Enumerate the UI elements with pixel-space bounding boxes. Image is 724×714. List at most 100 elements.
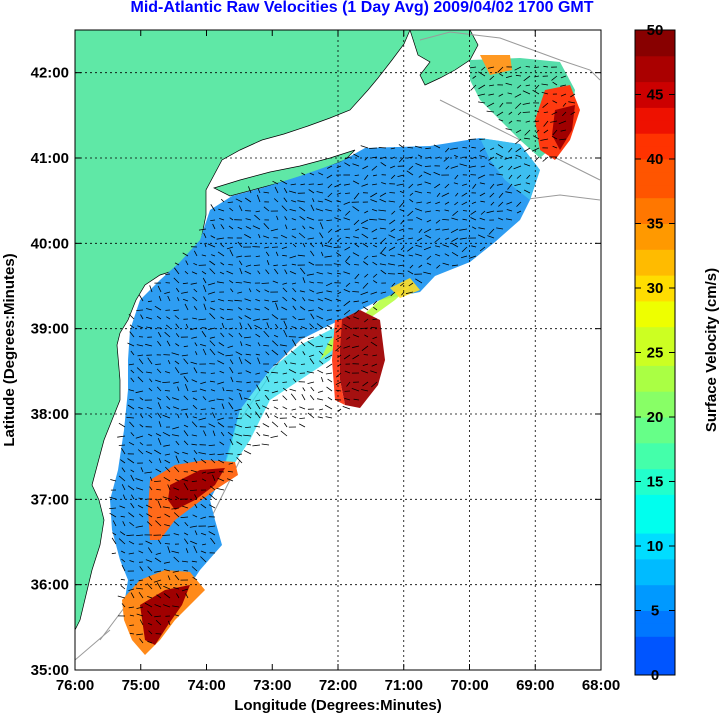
velocity-vector xyxy=(292,305,297,311)
velocity-vector xyxy=(444,253,450,257)
velocity-vector xyxy=(272,180,279,185)
velocity-vector xyxy=(202,543,207,546)
velocity-vector xyxy=(194,342,198,347)
velocity-vector xyxy=(343,323,351,329)
velocity-vector xyxy=(514,183,522,186)
velocity-vector xyxy=(423,171,432,176)
velocity-vector xyxy=(191,336,198,339)
velocity-vector xyxy=(562,102,567,107)
velocity-vector xyxy=(361,389,369,392)
velocity-vector xyxy=(284,216,288,221)
colorbar-band xyxy=(635,391,675,405)
velocity-vector xyxy=(372,183,378,186)
velocity-vector xyxy=(282,287,288,293)
velocity-vector xyxy=(324,198,333,203)
velocity-vector xyxy=(343,289,351,293)
velocity-vector xyxy=(391,282,396,287)
velocity-vector xyxy=(490,201,495,206)
velocity-vector xyxy=(486,102,495,108)
velocity-vector xyxy=(237,291,243,294)
velocity-vector xyxy=(460,255,468,259)
velocity-vector xyxy=(390,228,396,232)
velocity-vector xyxy=(192,317,198,320)
velocity-vector xyxy=(184,303,189,311)
y-axis-ticks: 42:00 41:00 40:00 39:00 38:00 37:00 36:00 35:00 xyxy=(31,65,601,679)
velocity-vector xyxy=(306,273,315,276)
velocity-vector xyxy=(128,313,135,320)
x-tick-label: 75:00 xyxy=(122,677,160,694)
velocity-vector xyxy=(111,537,117,545)
velocity-vector xyxy=(307,237,315,240)
velocity-vector xyxy=(352,252,360,257)
velocity-vector xyxy=(221,403,225,410)
velocity-vector xyxy=(252,444,261,447)
velocity-vector xyxy=(264,370,270,374)
velocity-vector xyxy=(238,316,243,320)
velocity-vector xyxy=(321,376,324,383)
velocity-vector xyxy=(220,431,225,437)
velocity-vector xyxy=(174,315,180,320)
colorbar-label: Surface Velocity (cm/s) xyxy=(703,268,720,432)
velocity-vector xyxy=(317,200,324,203)
velocity-vector xyxy=(371,255,378,257)
velocity-vector xyxy=(129,632,135,635)
velocity-vector xyxy=(459,228,468,231)
velocity-vector xyxy=(208,444,216,446)
velocity-vector xyxy=(146,521,153,527)
velocity-vector xyxy=(326,325,333,329)
velocity-vector xyxy=(477,93,486,96)
velocity-vector xyxy=(397,237,405,241)
velocity-vector xyxy=(543,65,549,68)
velocity-vector xyxy=(490,147,495,151)
velocity-vector xyxy=(146,407,153,410)
velocity-vector xyxy=(220,316,225,320)
velocity-vector xyxy=(128,588,135,591)
velocity-vector xyxy=(310,243,315,248)
velocity-vector xyxy=(243,281,252,284)
velocity-vector xyxy=(228,402,234,410)
velocity-vector xyxy=(147,566,153,572)
velocity-vector xyxy=(372,273,378,278)
velocity-vector xyxy=(172,426,180,430)
velocity-vector xyxy=(515,138,522,145)
velocity-vector xyxy=(138,497,144,500)
velocity-vector xyxy=(139,513,144,518)
velocity-vector xyxy=(136,487,144,491)
velocity-vector xyxy=(220,332,225,338)
velocity-vector xyxy=(297,200,306,203)
velocity-vector xyxy=(379,198,387,203)
velocity-vector xyxy=(271,371,279,374)
velocity-vector xyxy=(471,156,477,160)
velocity-vector xyxy=(156,516,162,519)
velocity-vector xyxy=(228,333,234,338)
velocity-vector xyxy=(207,525,216,528)
colorbar-band xyxy=(635,275,675,289)
velocity-vector xyxy=(434,237,441,243)
velocity-vector xyxy=(183,424,189,428)
velocity-vector xyxy=(291,218,297,221)
velocity-vector xyxy=(193,305,198,311)
velocity-vector xyxy=(191,480,198,483)
velocity-vector xyxy=(325,354,333,360)
velocity-vector xyxy=(191,560,198,563)
velocity-vector xyxy=(227,300,234,302)
velocity-vector xyxy=(542,102,549,109)
velocity-vector xyxy=(271,314,279,320)
velocity-vector xyxy=(418,228,423,233)
colorbar-band xyxy=(635,339,675,353)
velocity-vector xyxy=(210,300,216,303)
velocity-vector xyxy=(414,190,423,194)
velocity-vector xyxy=(360,291,369,296)
velocity-vector xyxy=(204,243,207,248)
colorbar-band xyxy=(635,455,675,470)
velocity-vector xyxy=(361,300,369,304)
velocity-vector xyxy=(180,516,189,518)
velocity-vector xyxy=(499,102,504,108)
velocity-vector xyxy=(406,156,414,159)
velocity-vector xyxy=(364,318,369,323)
x-tick-label: 68:00 xyxy=(582,677,620,694)
velocity-vector xyxy=(524,129,531,136)
velocity-vector xyxy=(317,398,324,401)
velocity-vector xyxy=(217,251,225,257)
